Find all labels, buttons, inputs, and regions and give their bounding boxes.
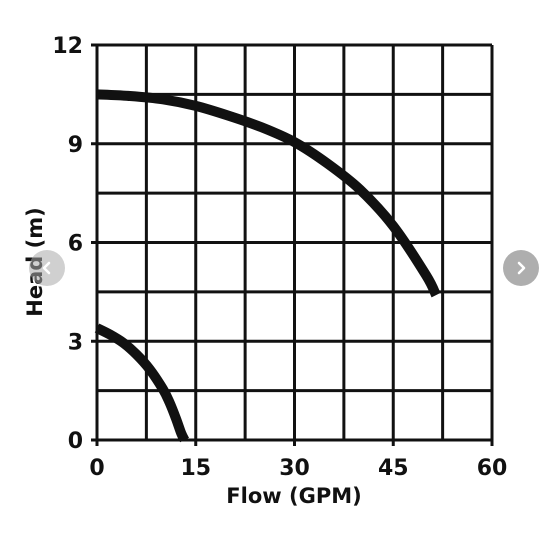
series-group [94, 89, 441, 443]
y-tick-label: 12 [52, 34, 83, 59]
series-line-1 [96, 89, 441, 298]
x-tick-labels: 0 15 30 45 60 [89, 456, 507, 481]
carousel-next-button[interactable] [503, 250, 539, 286]
series-line-2 [94, 323, 190, 443]
x-tick-label: 45 [378, 456, 409, 481]
y-tick-label: 9 [68, 133, 83, 158]
x-tick-label: 30 [279, 456, 310, 481]
x-tick-label: 0 [89, 456, 104, 481]
chevron-right-icon [517, 261, 526, 275]
y-tick-labels: 0 3 6 9 12 [52, 34, 83, 454]
y-tick-label: 0 [68, 429, 83, 454]
y-tick-label: 3 [68, 330, 83, 355]
chevron-left-icon [42, 261, 51, 275]
grid [91, 43, 494, 446]
x-tick-label: 60 [477, 456, 508, 481]
y-tick-label: 6 [68, 232, 83, 257]
x-axis-label: Flow (GPM) [226, 484, 361, 508]
x-tick-label: 15 [180, 456, 211, 481]
carousel-prev-button[interactable] [29, 250, 65, 286]
